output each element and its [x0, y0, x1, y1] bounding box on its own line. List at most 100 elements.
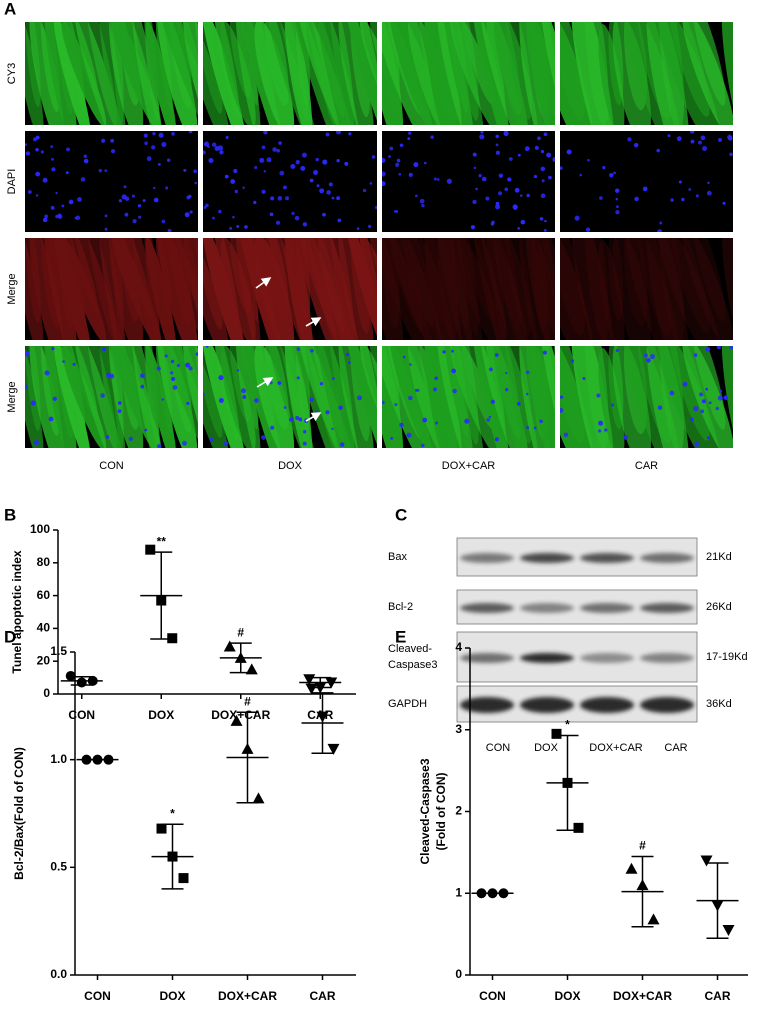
nucleus	[422, 417, 428, 423]
micrograph	[382, 238, 555, 340]
micrograph	[382, 22, 555, 125]
fiber	[682, 238, 733, 340]
nucleus	[42, 177, 48, 183]
nucleus	[217, 145, 224, 151]
nucleus	[301, 152, 307, 158]
protein-label: Caspase3	[388, 659, 438, 671]
nucleus	[110, 149, 116, 154]
nucleus	[158, 132, 164, 138]
nucleus	[494, 353, 499, 357]
panel-letter: E	[395, 627, 406, 646]
nucleus	[328, 182, 333, 187]
nucleus	[623, 434, 629, 440]
nucleus	[582, 377, 586, 380]
nucleus	[356, 227, 360, 230]
nucleus	[232, 216, 235, 219]
blot-band	[460, 553, 514, 563]
nucleus	[486, 418, 491, 422]
micrograph	[203, 131, 377, 232]
nucleus	[503, 131, 509, 136]
blot-band	[580, 697, 634, 713]
fiber	[424, 238, 463, 340]
nucleus	[223, 440, 229, 446]
nucleus	[394, 403, 398, 407]
fiber	[472, 238, 513, 340]
nucleus	[27, 190, 32, 194]
nucleus	[189, 210, 193, 214]
nucleus	[657, 229, 663, 232]
micrograph	[560, 131, 733, 232]
fiber	[667, 22, 710, 117]
nucleus	[541, 179, 545, 183]
fiber	[659, 238, 685, 340]
nucleus	[497, 191, 503, 196]
nucleus	[278, 141, 282, 145]
nucleus	[140, 384, 145, 389]
nucleus	[295, 160, 300, 165]
fiber	[646, 238, 690, 340]
fiber	[537, 22, 555, 117]
micrograph	[25, 238, 198, 340]
nucleus	[55, 191, 58, 195]
fiber	[560, 22, 585, 120]
nucleus	[244, 225, 248, 229]
nucleus	[125, 196, 130, 201]
fiber	[61, 346, 107, 448]
significance-label: **	[157, 534, 167, 548]
column-label: DOX	[278, 460, 303, 472]
nucleus	[526, 426, 529, 429]
nucleus	[187, 194, 192, 199]
nucleus	[233, 168, 238, 174]
nucleus	[98, 168, 103, 173]
nucleus	[495, 150, 500, 155]
nucleus	[151, 145, 156, 150]
x-tick-label: CAR	[705, 989, 731, 1003]
blot-band	[520, 697, 574, 713]
nucleus	[533, 174, 538, 179]
y-tick-label: 0	[455, 967, 462, 981]
nucleus	[194, 181, 198, 185]
nucleus	[504, 187, 509, 192]
nucleus	[270, 425, 275, 430]
y-tick-label: 100	[30, 522, 50, 536]
nucleus	[269, 212, 274, 217]
nucleus	[627, 137, 632, 142]
micrograph	[25, 22, 198, 125]
fiber	[730, 212, 751, 328]
fiber	[235, 346, 261, 448]
fiber	[721, 346, 733, 448]
nucleus	[170, 371, 174, 375]
fiber	[492, 238, 522, 331]
fiber	[182, 346, 198, 448]
nucleus	[646, 358, 651, 363]
nucleus	[525, 370, 530, 375]
micrograph	[560, 212, 751, 340]
nucleus	[560, 407, 564, 413]
nucleus	[331, 427, 334, 431]
panel-letter: D	[4, 627, 16, 646]
nucleus	[144, 428, 148, 432]
nucleus	[723, 395, 729, 400]
nucleus	[656, 148, 660, 153]
row-label: Merge	[6, 273, 18, 304]
nucleus	[339, 442, 345, 447]
nucleus	[689, 131, 695, 134]
y-tick-label: 40	[37, 621, 51, 635]
column-label: CON	[99, 460, 124, 472]
nucleus	[539, 419, 543, 424]
nucleus	[254, 398, 259, 403]
nucleus	[430, 135, 434, 139]
nucleus	[681, 197, 685, 202]
nucleus	[153, 186, 156, 190]
nucleus	[682, 381, 688, 387]
nucleus	[540, 149, 545, 154]
fiber	[636, 238, 672, 336]
fiber	[203, 346, 248, 448]
nucleus	[34, 440, 40, 446]
nucleus	[309, 397, 314, 402]
nucleus	[516, 401, 521, 406]
x-tick-label: DOX	[159, 989, 185, 1003]
fiber	[448, 238, 469, 330]
data-point	[65, 670, 76, 681]
fiber	[624, 238, 681, 340]
